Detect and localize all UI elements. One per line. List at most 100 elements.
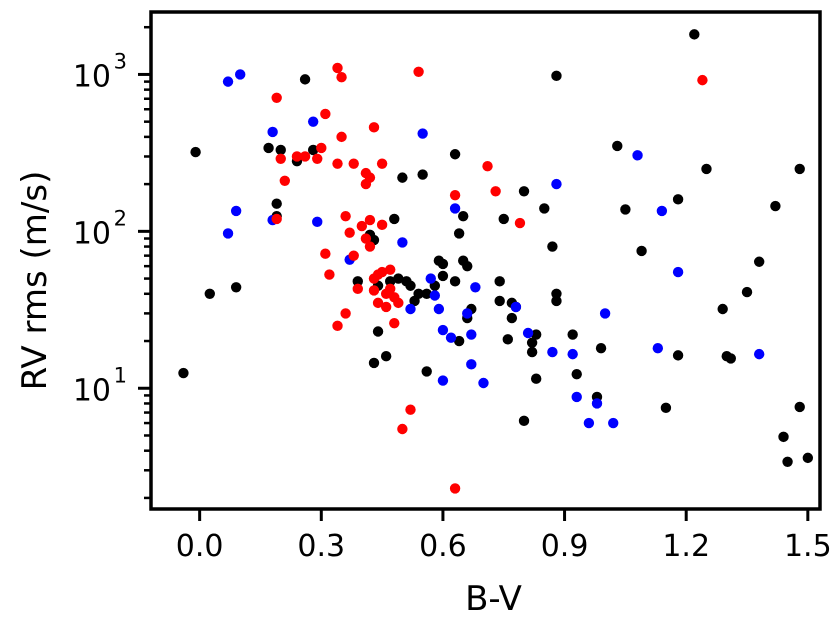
data-point <box>417 169 428 180</box>
data-point <box>385 283 396 295</box>
data-point <box>510 301 522 313</box>
data-point <box>551 70 562 82</box>
data-point <box>551 295 562 307</box>
data-point <box>478 377 489 389</box>
data-point <box>453 335 465 347</box>
data-point <box>701 163 712 175</box>
data-point <box>595 342 607 354</box>
data-point <box>753 256 765 267</box>
data-point <box>222 76 234 87</box>
data-point <box>364 172 376 183</box>
data-point <box>656 205 668 217</box>
y-tick-exponent: 1 <box>114 363 127 387</box>
data-point <box>526 337 538 348</box>
data-point <box>498 213 509 225</box>
data-point <box>271 213 282 225</box>
data-point <box>482 161 493 172</box>
data-point <box>449 149 461 160</box>
data-point <box>340 308 351 319</box>
data-point <box>697 74 708 86</box>
data-point <box>275 153 286 164</box>
data-point <box>271 198 282 209</box>
data-point <box>421 288 432 299</box>
data-point <box>778 431 789 443</box>
data-point <box>352 276 363 287</box>
data-point <box>526 346 538 358</box>
data-point <box>433 303 445 315</box>
data-point <box>583 417 595 429</box>
data-point <box>299 74 311 85</box>
data-point <box>502 334 513 345</box>
data-point <box>380 351 392 362</box>
data-point <box>753 348 765 360</box>
data-point <box>802 452 814 464</box>
data-point <box>267 126 278 138</box>
data-point <box>449 483 461 494</box>
data-point <box>340 210 351 222</box>
x-tick-label: 0.9 <box>541 529 589 564</box>
data-point <box>599 308 611 319</box>
data-point <box>437 258 449 270</box>
data-point <box>405 404 416 415</box>
x-tick-label: 0.0 <box>176 529 224 564</box>
data-point <box>222 228 234 239</box>
data-point <box>449 189 461 201</box>
data-point <box>312 153 323 164</box>
data-point <box>445 332 457 343</box>
data-point <box>291 151 303 162</box>
y-tick-base: 10 <box>73 373 111 408</box>
data-point <box>462 308 473 319</box>
data-point <box>299 151 311 162</box>
data-point <box>506 312 518 324</box>
data-point <box>449 276 461 287</box>
data-point <box>397 172 408 183</box>
data-point <box>312 216 323 228</box>
data-point <box>336 131 347 143</box>
y-tick-label: 10 <box>73 59 111 94</box>
data-point <box>551 288 562 299</box>
data-point <box>466 359 477 370</box>
data-point <box>567 348 578 360</box>
data-point <box>235 69 246 80</box>
data-point <box>364 214 376 226</box>
data-point <box>389 213 400 225</box>
data-point <box>413 288 424 299</box>
data-point <box>571 368 582 380</box>
data-point <box>437 270 449 282</box>
data-point <box>364 241 376 252</box>
data-point <box>672 266 684 278</box>
data-point <box>717 303 728 315</box>
data-point <box>449 203 461 214</box>
data-point <box>372 297 384 309</box>
data-point <box>551 178 562 190</box>
data-point <box>458 210 469 222</box>
data-point <box>429 290 441 301</box>
data-point <box>279 175 290 186</box>
data-point <box>632 150 643 161</box>
data-point <box>352 283 363 295</box>
data-point <box>397 423 408 435</box>
y-axis-title: RV rms (m/s) <box>15 171 55 391</box>
data-point <box>660 402 672 414</box>
data-point <box>320 248 331 259</box>
data-point <box>672 194 684 205</box>
data-point <box>389 317 400 329</box>
data-point <box>782 456 793 467</box>
data-points <box>178 29 814 494</box>
x-tick-label: 1.2 <box>662 529 710 564</box>
data-point <box>368 285 380 296</box>
data-point <box>376 219 388 231</box>
x-axis-title: B-V <box>465 579 522 619</box>
data-point <box>547 346 558 358</box>
data-point <box>794 163 805 175</box>
data-point <box>332 158 343 169</box>
data-point <box>405 303 416 315</box>
data-point <box>332 62 343 74</box>
data-point <box>348 250 359 261</box>
y-tick-label: 10 <box>73 373 111 408</box>
data-point <box>770 200 781 212</box>
data-point <box>518 186 530 197</box>
data-point <box>494 276 505 287</box>
data-point <box>178 367 189 379</box>
data-point <box>725 353 736 364</box>
